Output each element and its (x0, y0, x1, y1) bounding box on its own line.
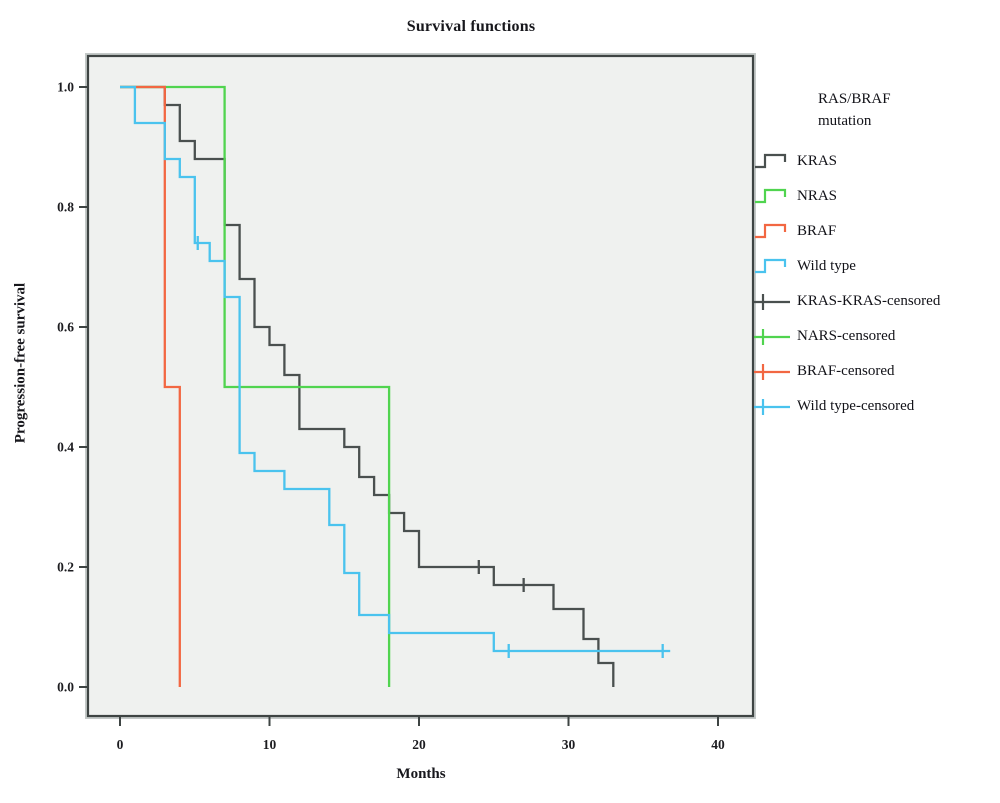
legend-item-nras: NRAS (754, 179, 998, 214)
legend-label: KRAS-KRAS-censored (797, 293, 941, 309)
x-tick-label: 20 (412, 737, 426, 752)
y-tick-label: 0.0 (57, 680, 74, 695)
legend-label: NARS-censored (797, 328, 896, 344)
legend: RAS/BRAF mutation KRAS NRAS BRAF Wild type K… (752, 0, 998, 803)
legend-step-line-icon (755, 188, 787, 203)
y-tick-label: 0.2 (57, 560, 74, 575)
y-tick-label: 1.0 (57, 80, 74, 95)
series-line-wild-type (120, 85, 671, 653)
chart-title: Survival functions (406, 18, 536, 35)
legend-label: Wild type-censored (797, 398, 915, 414)
legend-step-line-icon (755, 258, 787, 273)
legend-item-wild-type: Wild type (754, 249, 998, 284)
series-line-kras (120, 85, 615, 687)
legend-label: Wild type (797, 258, 856, 274)
series-line-nras (120, 85, 391, 687)
legend-label: BRAF-censored (797, 363, 895, 379)
x-tick-label: 30 (562, 737, 576, 752)
legend-label: BRAF (797, 223, 837, 239)
legend-label: KRAS (797, 153, 838, 169)
legend-item-wild-type-censored: Wild type-censored (754, 389, 998, 424)
legend-censor-plus-icon (754, 328, 790, 345)
legend-step-line-icon (755, 223, 787, 238)
legend-censor-plus-icon (754, 293, 790, 310)
plot-frame-bevel (85, 53, 756, 719)
plot-frame (86, 54, 755, 718)
x-tick-label: 0 (117, 737, 124, 752)
series-line-braf (120, 85, 181, 687)
legend-censor-plus-icon (754, 363, 790, 380)
legend-item-braf: BRAF (754, 214, 998, 249)
x-tick-label: 10 (263, 737, 277, 752)
legend-item-nars-censored: NARS-censored (754, 319, 998, 354)
x-axis-label: Months (396, 766, 446, 782)
legend-step-line-icon (755, 153, 787, 168)
legend-title: RAS/BRAF mutation (818, 91, 891, 129)
legend-label: NRAS (797, 188, 838, 204)
legend-censor-plus-icon (754, 398, 790, 415)
y-tick-label: 0.8 (57, 200, 74, 215)
legend-items: KRAS NRAS BRAF Wild type KRAS-KRAS-censored N… (754, 144, 998, 424)
legend-item-kras: KRAS (754, 144, 998, 179)
legend-item-braf-censored: BRAF-censored (754, 354, 998, 389)
y-tick-label: 0.4 (57, 440, 74, 455)
x-tick-label: 40 (711, 737, 725, 752)
y-tick-label: 0.6 (57, 320, 74, 335)
legend-item-kras-kras-censored: KRAS-KRAS-censored (754, 284, 998, 319)
